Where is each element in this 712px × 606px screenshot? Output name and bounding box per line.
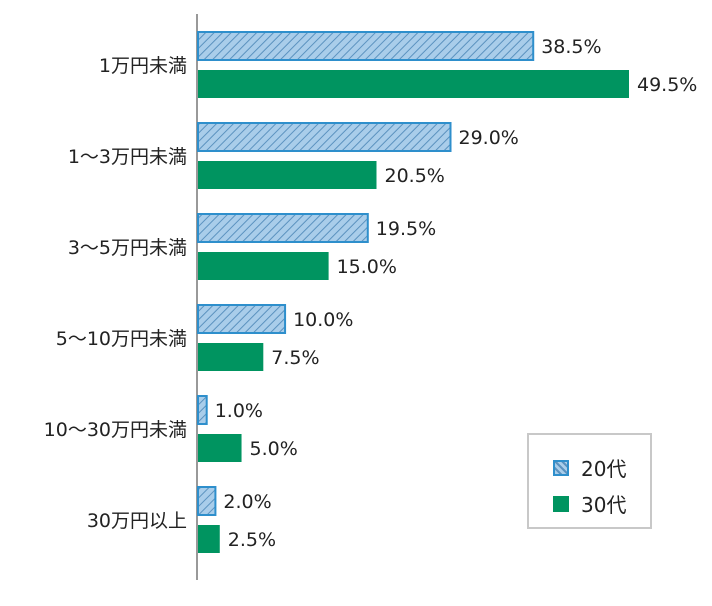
legend-label-20s: 20代 — [581, 457, 627, 481]
value-label-20s: 2.0% — [223, 491, 271, 513]
bar-30s — [198, 161, 377, 189]
bar-20s — [197, 395, 208, 425]
bar-30s — [198, 525, 220, 553]
value-label-30s: 20.5% — [384, 165, 444, 187]
bar-20s — [197, 31, 535, 61]
category-label: 1万円未満 — [99, 55, 187, 77]
bar-20s — [197, 213, 369, 243]
value-label-30s: 5.0% — [250, 438, 298, 460]
legend-item-20s: 20代 — [553, 453, 626, 482]
bar-20s — [197, 486, 217, 516]
value-label-20s: 1.0% — [215, 400, 263, 422]
legend-label-30s: 30代 — [581, 493, 627, 517]
category-label: 5～10万円未満 — [56, 328, 187, 350]
legend-item-30s: 30代 — [553, 489, 626, 518]
value-label-30s: 2.5% — [228, 529, 276, 551]
legend-swatch-20s — [553, 459, 569, 476]
value-label-20s: 10.0% — [293, 309, 353, 331]
bar-30s — [198, 252, 329, 280]
value-label-20s: 19.5% — [376, 218, 436, 240]
category-label: 3～5万円未満 — [68, 237, 187, 259]
bar-20s — [197, 122, 452, 152]
category-label: 1～3万円未満 — [68, 146, 187, 168]
legend-swatch-30s — [553, 495, 569, 512]
bar-30s — [198, 343, 264, 371]
value-label-30s: 15.0% — [337, 256, 397, 278]
legend: 20代 30代 — [527, 433, 652, 529]
value-label-20s: 29.0% — [459, 127, 519, 149]
value-label-30s: 49.5% — [637, 74, 697, 96]
category-label: 30万円以上 — [87, 510, 187, 532]
value-label-20s: 38.5% — [541, 36, 601, 58]
category-label: 10～30万円未満 — [44, 419, 187, 441]
bar-30s — [198, 70, 629, 98]
value-label-30s: 7.5% — [271, 347, 319, 369]
bar-20s — [197, 304, 287, 334]
bar-30s — [198, 434, 242, 462]
